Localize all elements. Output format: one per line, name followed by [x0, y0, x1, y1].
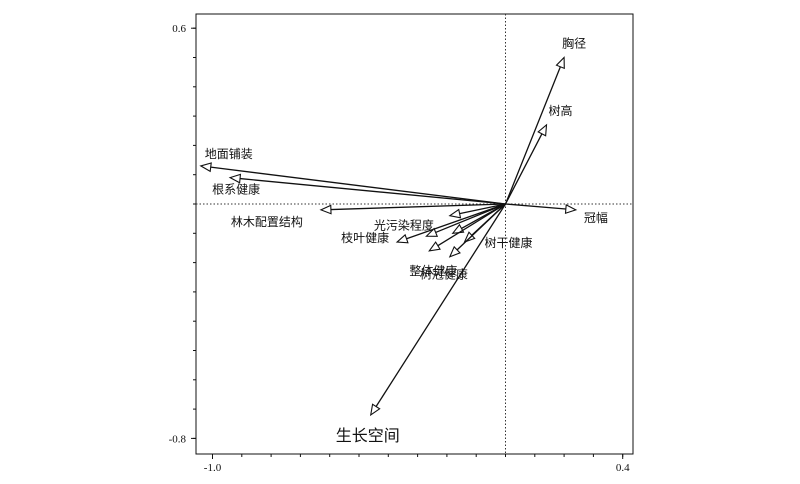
- arrow-line: [504, 133, 543, 205]
- arrow-line: [435, 203, 506, 234]
- arrow-label: 林木配置结构: [231, 214, 303, 229]
- arrow-label: 树高: [549, 103, 573, 118]
- arrow-head: [537, 123, 548, 137]
- arrow-line: [437, 203, 506, 247]
- arrow-label: 生长空间: [336, 426, 400, 445]
- x-tick-label: 0.4: [616, 462, 630, 474]
- arrow-label: 胸径: [562, 36, 586, 51]
- arrow-head: [451, 223, 465, 234]
- y-tick-label: -0.8: [169, 433, 187, 445]
- arrow-line: [459, 203, 506, 215]
- arrow-line: [330, 203, 506, 211]
- arrow-line: [239, 177, 506, 205]
- arrow-head: [319, 204, 332, 215]
- arrow-head: [428, 241, 441, 252]
- arrow-label: 根系健康: [212, 182, 260, 197]
- arrow-label: 整体健康: [409, 263, 457, 278]
- arrow-group: [199, 56, 578, 417]
- arrow-head: [199, 162, 212, 173]
- arrow-head: [395, 233, 409, 244]
- arrow-line: [456, 203, 506, 251]
- arrow-head: [448, 208, 462, 219]
- y-tick-label: 0.6: [172, 23, 186, 35]
- arrow-line: [210, 166, 506, 205]
- arrow-head: [448, 245, 461, 258]
- axis-ticks: -1.0 0.4 0.6 -0.8: [169, 23, 630, 474]
- arrow-label: 冠幅: [584, 210, 608, 225]
- arrow-label: 枝叶健康: [341, 230, 389, 245]
- plot-frame: [195, 13, 634, 455]
- arrow-label: 树冠健康: [420, 267, 468, 282]
- arrow-line: [406, 203, 506, 240]
- arrow-label: 地面铺装: [205, 147, 253, 161]
- x-tick-label: -1.0: [204, 462, 222, 474]
- arrow-head: [425, 227, 439, 237]
- arrow-line: [375, 203, 507, 407]
- reference-lines: [196, 14, 633, 454]
- arrow-head: [369, 403, 381, 417]
- arrow-head: [228, 173, 242, 184]
- arrow-line: [504, 66, 561, 205]
- arrow-head: [555, 56, 565, 70]
- arrow-label: 树干健康: [484, 235, 532, 250]
- arrow-line: [505, 203, 566, 210]
- arrow-label: 光污染程度: [374, 218, 434, 233]
- arrow-head: [564, 203, 578, 214]
